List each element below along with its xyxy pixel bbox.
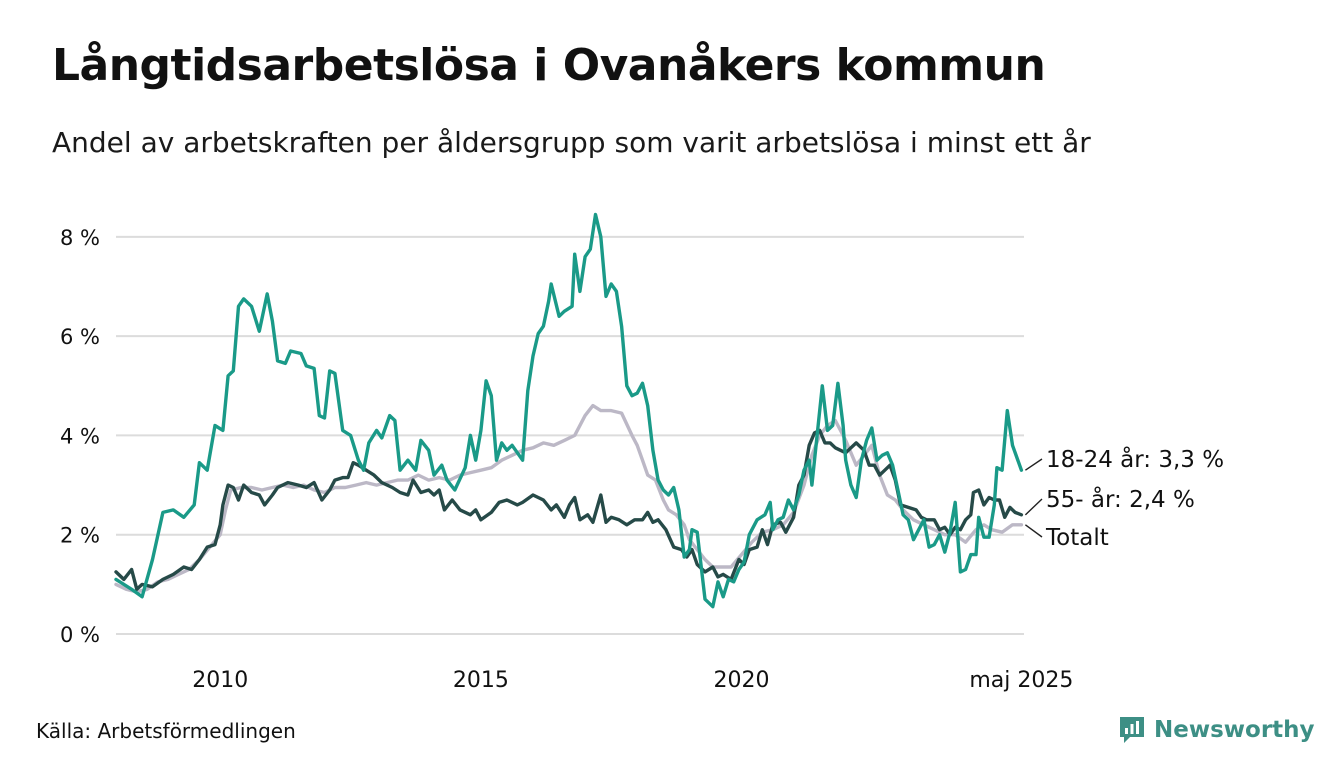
- chart-subtitle: Andel av arbetskraften per åldersgrupp s…: [52, 126, 1091, 159]
- x-tick-label: 2020: [713, 668, 769, 693]
- series-line: [114, 212, 1024, 609]
- chart-title: Långtidsarbetslösa i Ovanåkers kommun: [52, 40, 1046, 91]
- y-tick-label: 0 %: [60, 623, 100, 647]
- series-line: [114, 403, 1024, 594]
- label-leader-line: [1024, 498, 1043, 516]
- series-end-label: 18-24 år: 3,3 %: [1046, 445, 1224, 473]
- x-tick-label: maj 2025: [969, 668, 1073, 693]
- x-tick-label: 2010: [192, 668, 248, 693]
- series-end-label: Totalt: [1045, 525, 1109, 551]
- x-tick-label: 2015: [453, 668, 509, 693]
- bar-chart-logo-icon: [1120, 717, 1144, 743]
- brand-name: Newsworthy: [1154, 717, 1315, 743]
- y-tick-label: 6 %: [60, 325, 100, 349]
- y-tick-label: 2 %: [60, 524, 100, 548]
- series-end-label: 55- år: 2,4 %: [1046, 485, 1195, 513]
- series-end-labels: 18-24 år: 3,3 % 55- år: 2,4 % Totalt: [1024, 445, 1224, 551]
- source-note: Källa: Arbetsförmedlingen: [36, 719, 296, 743]
- y-axis-labels: 0 % 2 % 4 % 6 % 8 %: [60, 226, 100, 647]
- series-lines: [114, 212, 1024, 609]
- x-axis-labels: 2010 2015 2020 maj 2025: [192, 668, 1073, 693]
- newsworthy-logo: Newsworthy: [1118, 714, 1315, 746]
- y-tick-label: 8 %: [60, 226, 100, 250]
- label-leader-line: [1024, 524, 1043, 538]
- grid-lines: [116, 235, 1024, 635]
- y-tick-label: 4 %: [60, 424, 100, 448]
- label-leader-line: [1025, 458, 1043, 471]
